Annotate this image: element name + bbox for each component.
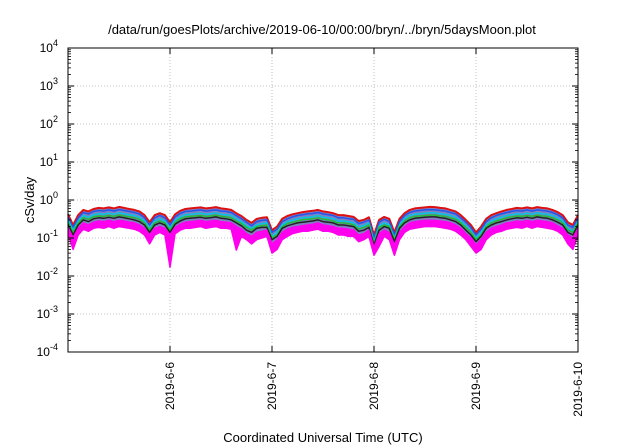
series-line-1 [67,205,579,236]
y-axis-label: cSv/day [22,176,37,223]
x-tick-label: 2019-6-6 [163,362,177,410]
x-tick-label: 2019-6-8 [367,362,381,410]
x-axis-label: Coordinated Universal Time (UTC) [223,430,422,445]
grid-lines [68,48,578,352]
series-line-6 [67,219,579,249]
series-line-3 [67,212,579,243]
y-tick-label: 10-1 [37,228,58,245]
x-tick-label: 2019-6-7 [265,362,279,410]
chart-title: /data/run/goesPlots/archive/2019-06-10/0… [108,22,536,37]
y-tick-label: 10-2 [37,266,58,283]
x-tick-label: 2019-6-9 [469,362,483,410]
series-area-layer [68,206,578,268]
x-tick-label: 2019-6-10 [571,362,585,417]
y-tick-label: 10-3 [37,304,58,321]
y-tick-label: 101 [40,152,58,169]
series-line-2 [67,208,579,239]
x-tick-labels: 2019-6-6 2019-6-7 2019-6-8 2019-6-9 2019-6-1… [163,362,585,417]
y-tick-label: 104 [40,38,58,55]
y-tick-label: 103 [40,76,58,93]
series-line-5 [67,216,579,246]
series-line-4 [67,214,579,245]
y-tick-labels: 10-4 10-3 10-2 10-1 100 101 102 103 104 [37,38,58,359]
series-lines-layer [67,205,579,268]
y-tick-label: 10-4 [37,342,58,359]
magenta-band [68,220,578,268]
y-tick-label: 100 [40,190,58,207]
tick-marks [68,47,579,353]
y-tick-label: 102 [40,114,58,131]
series-line-7 [67,225,579,268]
